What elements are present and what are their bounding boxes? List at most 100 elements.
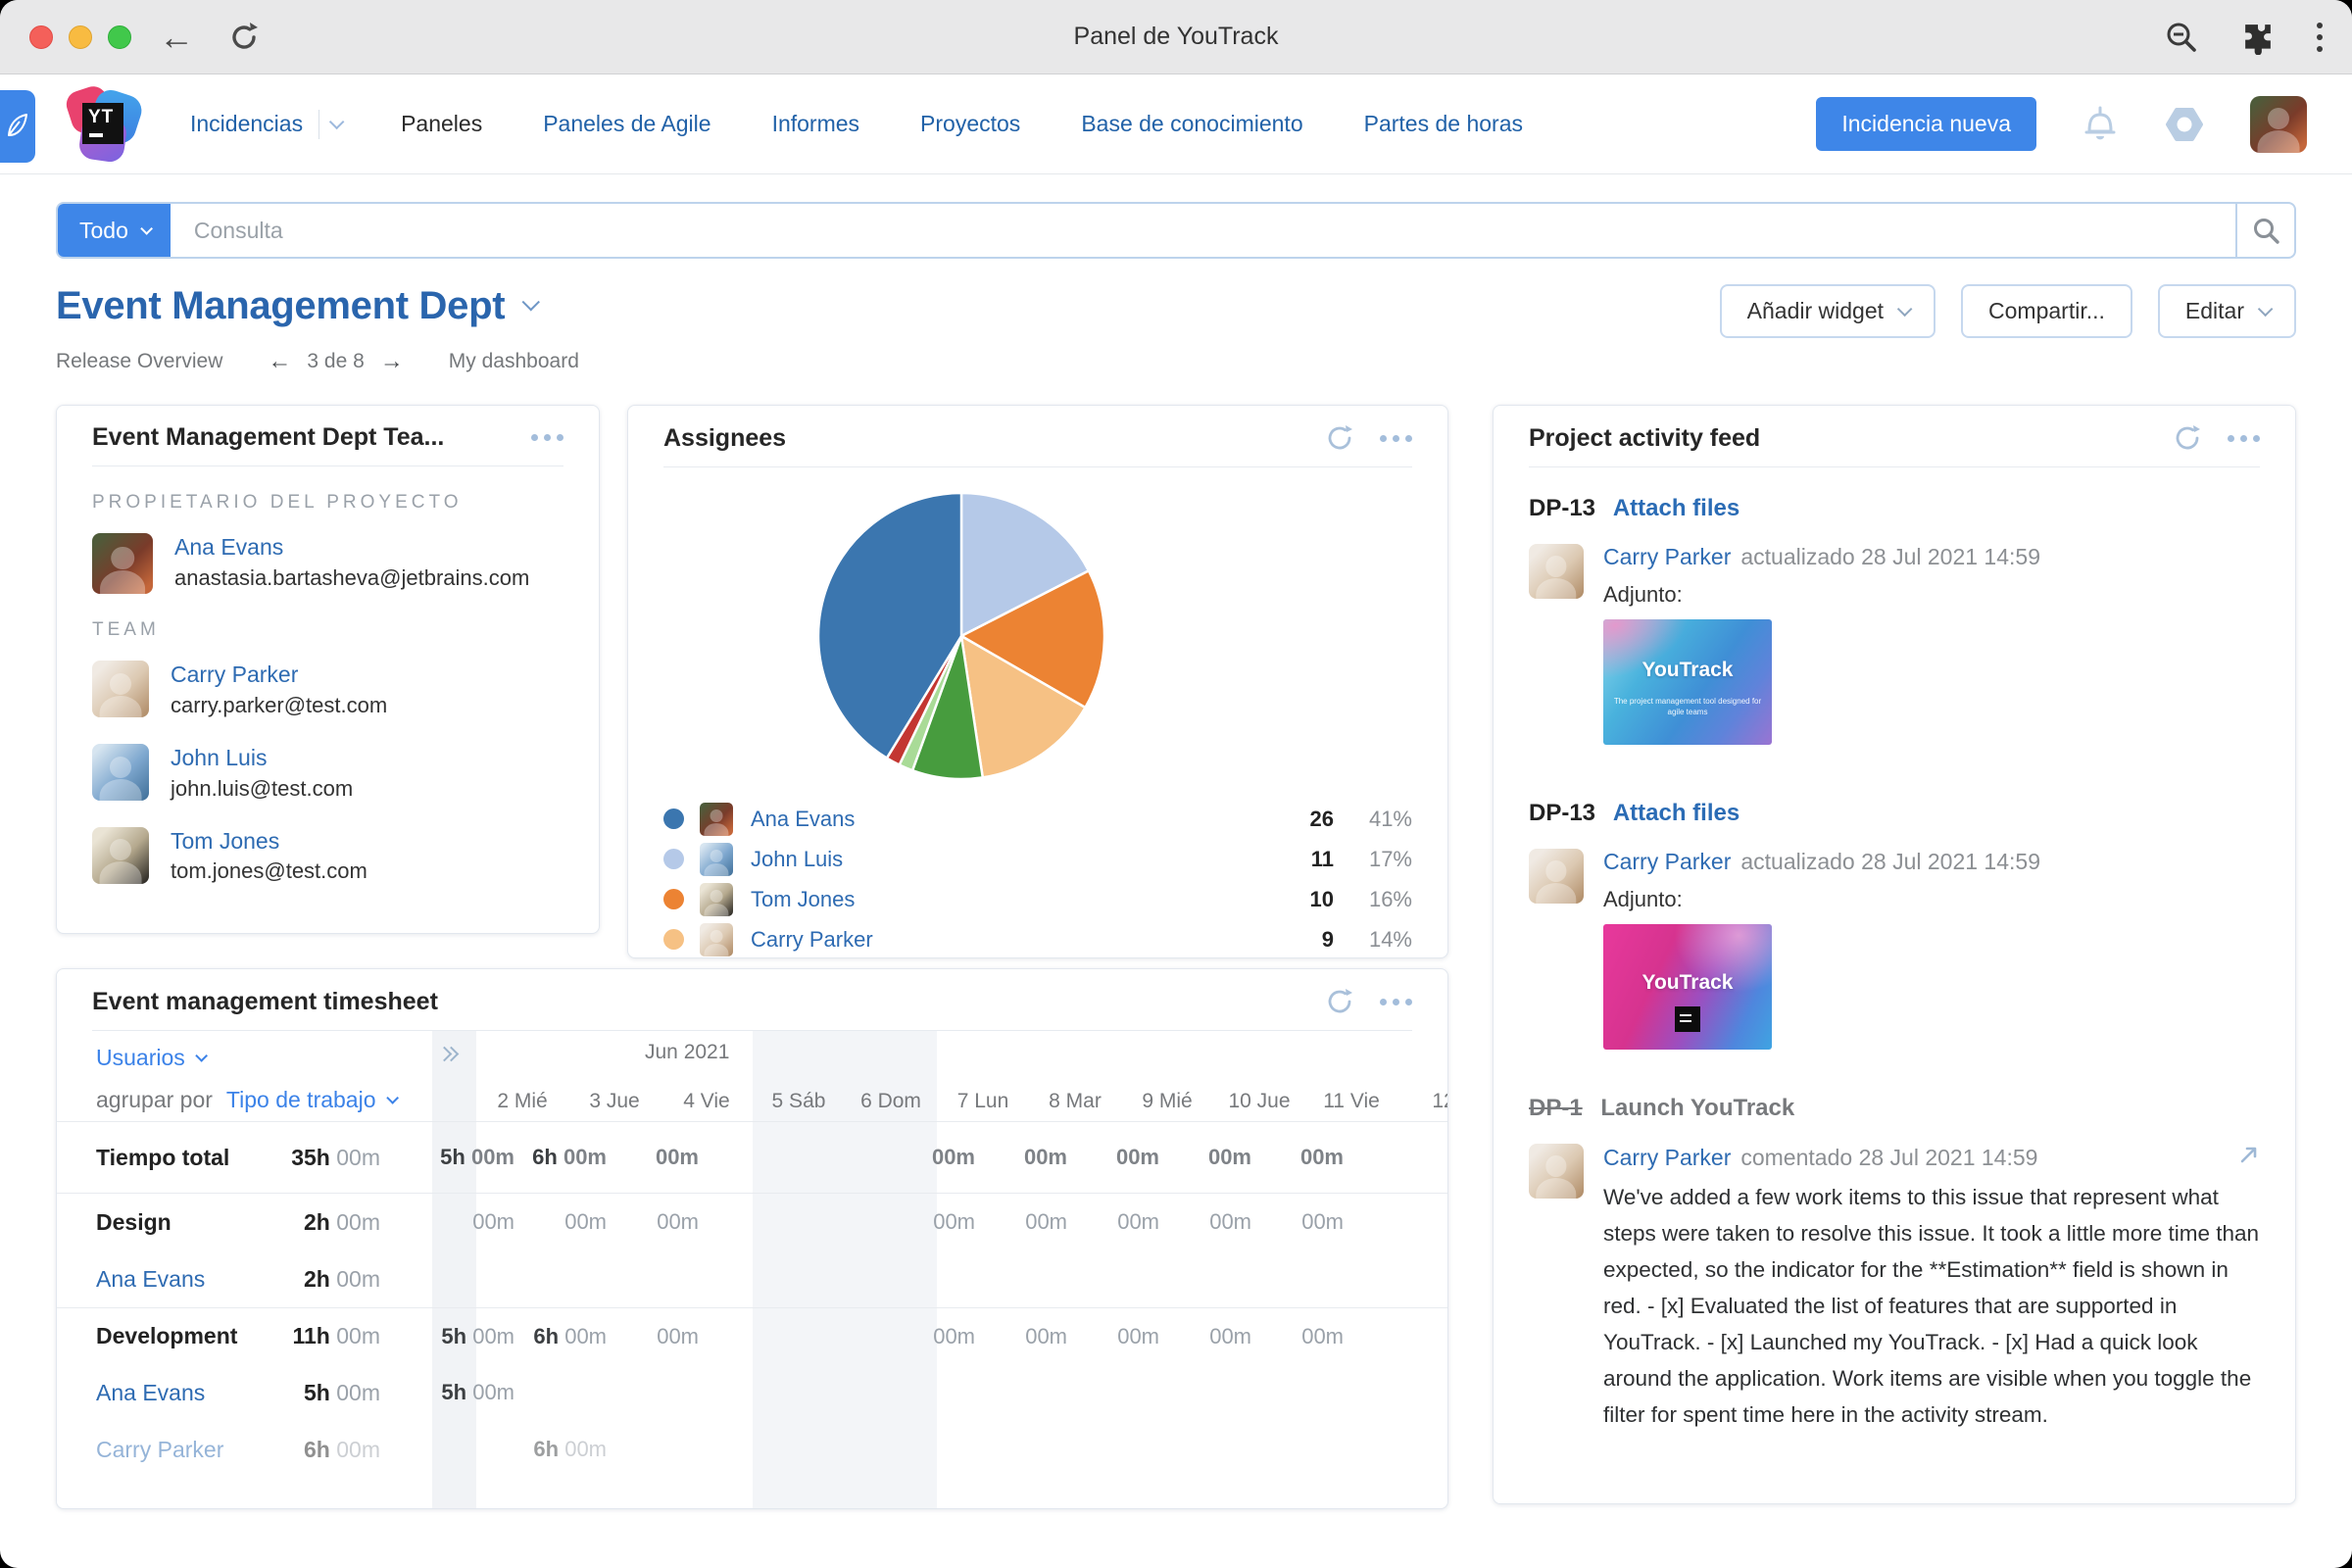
- assignees-pie-chart[interactable]: [814, 489, 1108, 783]
- avatar[interactable]: [92, 533, 153, 594]
- settings-gear-icon[interactable]: [2164, 105, 2205, 144]
- widget-menu-icon[interactable]: [2228, 434, 2260, 442]
- user-link[interactable]: Tom Jones: [171, 827, 280, 854]
- users-filter[interactable]: Usuarios: [96, 1045, 395, 1071]
- maximize-window-button[interactable]: [108, 24, 131, 49]
- user-link[interactable]: Ana Evans: [174, 534, 284, 560]
- minimize-window-button[interactable]: [69, 24, 92, 49]
- nav-item-proyectos[interactable]: Proyectos: [920, 111, 1021, 136]
- timesheet-user-row: Ana Evans 2h 00m: [96, 1265, 380, 1292]
- expand-columns-icon[interactable]: [436, 1046, 460, 1062]
- owner-section-label: PROPIETARIO DEL PROYECTO: [92, 492, 463, 513]
- search-input[interactable]: [170, 204, 2235, 257]
- widget-refresh-icon[interactable]: [1325, 423, 1354, 453]
- close-window-button[interactable]: [29, 24, 53, 49]
- pie-slice-ana-evans[interactable]: [816, 491, 963, 760]
- browser-back-button[interactable]: ←: [159, 16, 194, 57]
- pie-slice-john-luis[interactable]: [959, 491, 1091, 638]
- nav-item-informes[interactable]: Informes: [771, 111, 860, 136]
- timesheet-cell: [803, 1324, 895, 1349]
- issue-link-resolved[interactable]: Launch YouTrack: [1600, 1095, 1795, 1121]
- timesheet-cell: [1355, 1324, 1447, 1349]
- widget-refresh-icon[interactable]: [2173, 423, 2202, 453]
- prev-dashboard-arrow[interactable]: ←: [268, 348, 292, 374]
- nav-item-incidencias[interactable]: Incidencias: [190, 109, 345, 139]
- avatar[interactable]: [1529, 1144, 1584, 1199]
- timesheet-cell: 5h 00m: [440, 1145, 514, 1169]
- user-avatar[interactable]: [2250, 95, 2307, 153]
- notifications-bell-icon[interactable]: [2082, 105, 2119, 144]
- zoom-out-icon[interactable]: [2164, 20, 2199, 55]
- issue-link[interactable]: Attach files: [1612, 495, 1740, 521]
- author-link[interactable]: Carry Parker: [1603, 1145, 1732, 1170]
- user-link[interactable]: Carry Parker: [171, 662, 299, 687]
- legend-row: Tom Jones 10 16%: [663, 879, 1412, 919]
- share-button[interactable]: Compartir...: [1961, 284, 2132, 338]
- pie-slice-carry-parker[interactable]: [959, 634, 1087, 779]
- legend-user-link[interactable]: John Luis: [751, 846, 844, 871]
- extensions-puzzle-icon[interactable]: [2240, 20, 2276, 55]
- comment-permalink-icon[interactable]: [2238, 1144, 2260, 1165]
- legend-user-link[interactable]: Carry Parker: [751, 926, 873, 952]
- browser-refresh-button[interactable]: [227, 21, 261, 54]
- avatar[interactable]: [92, 743, 149, 801]
- search-scope-button[interactable]: Todo: [58, 204, 171, 257]
- add-widget-button[interactable]: Añadir widget: [1719, 284, 1936, 338]
- feed-entry: Carry Parker comentado 28 Jul 2021 14:59: [1529, 1144, 2260, 1433]
- widget-menu-icon[interactable]: [531, 434, 564, 441]
- row-user-link[interactable]: Ana Evans: [96, 1379, 206, 1405]
- timesheet-cell: 00m: [472, 1209, 514, 1234]
- search-submit-button[interactable]: [2235, 204, 2294, 257]
- legend-user-link[interactable]: Ana Evans: [751, 806, 856, 831]
- feed-entry: Carry Parker actualizado 28 Jul 2021 14:…: [1529, 849, 2260, 1050]
- avatar[interactable]: [92, 826, 149, 884]
- widget-menu-icon[interactable]: [1380, 434, 1412, 442]
- edit-button[interactable]: Editar: [2157, 284, 2296, 338]
- youtrack-logo[interactable]: YT: [63, 82, 146, 164]
- next-dashboard-arrow[interactable]: →: [379, 348, 404, 374]
- legend-user-link[interactable]: Tom Jones: [751, 886, 856, 911]
- row-label: Tiempo total: [96, 1144, 230, 1170]
- row-user-link[interactable]: Carry Parker: [96, 1436, 224, 1462]
- widget-refresh-icon[interactable]: [1325, 987, 1354, 1016]
- user-email: anastasia.bartasheva@jetbrains.com: [174, 564, 530, 590]
- author-link[interactable]: Carry Parker: [1603, 544, 1732, 569]
- attachment-label: Adjunto:: [1603, 887, 1683, 911]
- user-link[interactable]: John Luis: [171, 744, 268, 770]
- timesheet-cell: 00m: [1301, 1209, 1344, 1234]
- timesheet-cell: [710, 1380, 803, 1405]
- nav-item-paneles-de-agile[interactable]: Paneles de Agile: [543, 111, 711, 136]
- widget-menu-icon[interactable]: [1380, 998, 1412, 1005]
- issue-link[interactable]: Attach files: [1612, 800, 1740, 826]
- timesheet-day-header: 4 Vie: [683, 1090, 730, 1112]
- assignees-widget: Assignees: [627, 405, 1448, 958]
- dashboard-link-my-dashboard[interactable]: My dashboard: [448, 350, 579, 372]
- dashboard-link-release-overview[interactable]: Release Overview: [56, 350, 223, 372]
- nav-item-paneles[interactable]: Paneles: [401, 111, 483, 136]
- new-issue-button[interactable]: Incidencia nueva: [1816, 97, 2036, 151]
- timesheet-cell: 00m: [1301, 1323, 1344, 1348]
- attachment-thumbnail[interactable]: YouTrack The project management tool des…: [1603, 619, 1772, 745]
- author-link[interactable]: Carry Parker: [1603, 849, 1732, 874]
- team-member-row: Tom Jones tom.jones@test.com: [92, 826, 564, 885]
- timesheet-cell: 6h 00m: [532, 1145, 607, 1169]
- timesheet-cell: [1355, 1380, 1447, 1405]
- chevron-down-icon[interactable]: [328, 114, 345, 130]
- avatar[interactable]: [1529, 849, 1584, 904]
- timesheet-cell: 00m: [933, 1209, 975, 1234]
- nav-item-base-de-conocimiento[interactable]: Base de conocimiento: [1081, 111, 1303, 136]
- feather-sidebar-tab[interactable]: [0, 90, 35, 163]
- nav-item-partes-de-horas[interactable]: Partes de horas: [1363, 111, 1523, 136]
- browser-menu-icon[interactable]: [2317, 22, 2323, 52]
- attachment-thumbnail[interactable]: YouTrack: [1603, 924, 1772, 1050]
- user-email: john.luis@test.com: [171, 775, 354, 801]
- group-by-filter: agrupar por Tipo de trabajo: [96, 1087, 399, 1113]
- edit-label: Editar: [2184, 298, 2244, 323]
- row-user-link[interactable]: Ana Evans: [96, 1265, 206, 1292]
- dashboard-title[interactable]: Event Management Dept: [56, 284, 541, 328]
- avatar[interactable]: [1529, 544, 1584, 599]
- pie-slice-tom-jones[interactable]: [959, 569, 1106, 710]
- weekend-shading: [753, 1031, 937, 1508]
- group-by-value[interactable]: Tipo de trabajo: [225, 1087, 376, 1112]
- avatar[interactable]: [92, 661, 149, 717]
